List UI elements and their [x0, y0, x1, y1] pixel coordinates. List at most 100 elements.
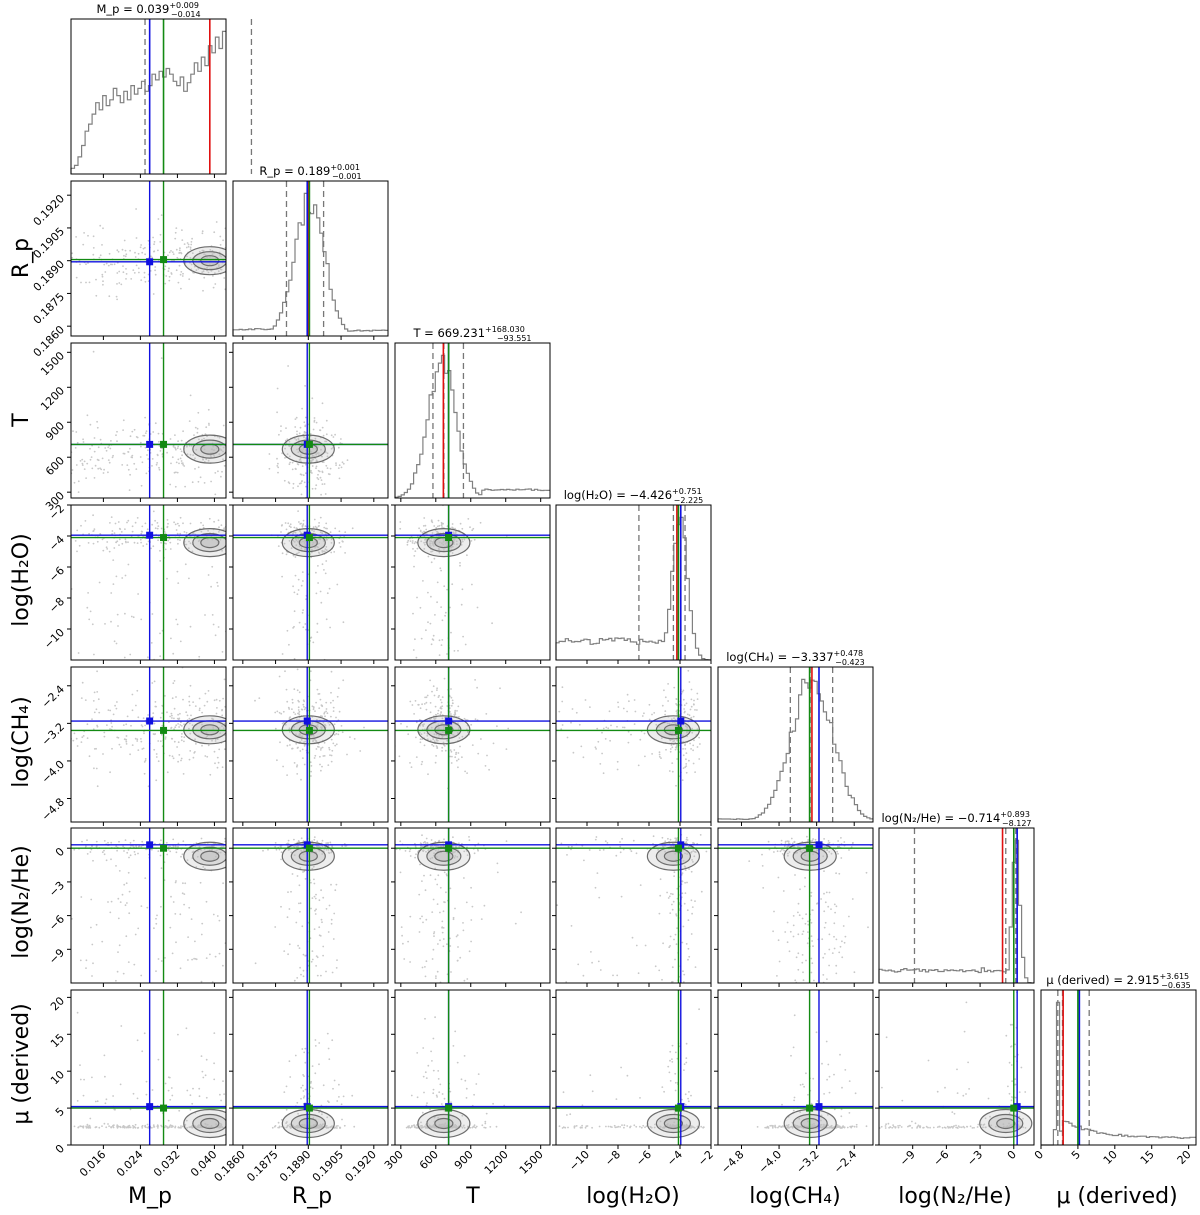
scatter-point — [609, 739, 611, 742]
scatter-point — [471, 583, 473, 586]
scatter-point — [686, 731, 688, 734]
scatter-point — [458, 737, 461, 739]
scatter-point — [317, 478, 320, 481]
scatter-point — [420, 540, 423, 543]
scatter-point — [332, 699, 334, 702]
scatter-point — [795, 956, 798, 959]
scatter-point — [137, 593, 140, 595]
scatter-point — [166, 771, 169, 774]
scatter-point — [117, 1125, 120, 1128]
scatter-point — [430, 726, 433, 729]
scatter-point — [406, 541, 409, 544]
scatter-point — [440, 524, 443, 526]
scatter-point — [201, 1070, 204, 1073]
scatter-point — [274, 727, 277, 730]
scatter-point — [321, 501, 323, 503]
scatter-point — [344, 552, 346, 554]
scatter-point — [106, 724, 108, 726]
scatter-point — [214, 272, 216, 274]
scatter-point — [321, 1113, 323, 1116]
scatter-point — [561, 686, 564, 689]
scatter-point — [102, 549, 105, 552]
scatter-point — [188, 758, 191, 761]
scatter-point — [140, 484, 143, 487]
scatter-point — [218, 526, 220, 529]
scatter-point — [327, 1047, 330, 1050]
scatter-point — [399, 521, 402, 523]
scatter-point — [109, 522, 111, 524]
scatter-point — [180, 739, 183, 742]
scatter-point — [299, 910, 301, 913]
scatter-point — [321, 746, 324, 749]
scatter-point — [658, 726, 660, 728]
scatter-point — [158, 440, 160, 443]
scatter-point — [673, 938, 675, 941]
scatter-point — [96, 458, 99, 461]
scatter-point — [296, 433, 298, 436]
scatter-point — [688, 955, 691, 958]
scatter-point — [312, 428, 315, 431]
scatter-point — [109, 263, 112, 266]
scatter-point — [820, 898, 822, 900]
scatter-point — [340, 466, 343, 469]
scatter-point — [131, 522, 133, 524]
scatter-point — [318, 542, 320, 545]
scatter-point — [467, 731, 469, 734]
scatter-point — [288, 525, 291, 528]
scatter-point — [299, 902, 302, 905]
scatter-point — [169, 483, 172, 486]
scatter-point — [683, 902, 686, 905]
scatter-point — [454, 855, 457, 857]
scatter-point — [299, 530, 301, 533]
scatter-point — [102, 472, 105, 474]
scatter-point — [321, 1123, 324, 1126]
scatter-point — [319, 429, 321, 432]
scatter-point — [80, 741, 83, 743]
scatter-point — [319, 1123, 322, 1126]
scatter-point — [199, 881, 202, 884]
scatter-point — [212, 286, 215, 289]
scatter-point — [430, 643, 433, 646]
scatter-point — [126, 902, 128, 904]
y-tick-label-T: 1200 — [38, 384, 67, 413]
scatter-point — [179, 532, 182, 535]
scatter-point — [470, 940, 472, 943]
y-tick-label-Rp: 0.1890 — [31, 258, 67, 294]
scatter-point — [330, 691, 332, 694]
scatter-point — [101, 1125, 103, 1127]
scatter-point — [401, 934, 403, 937]
scatter-point — [312, 641, 315, 644]
scatter-point — [86, 723, 89, 726]
scatter-group-Mp-N2He — [71, 828, 226, 983]
scatter-point — [321, 483, 324, 485]
scatter-point — [325, 618, 328, 621]
scatter-point — [190, 1126, 193, 1129]
scatter-point — [147, 458, 150, 460]
scatter-point — [322, 461, 325, 463]
scatter-point — [83, 232, 85, 234]
scatter-point — [126, 851, 129, 854]
scatter-point — [437, 519, 440, 522]
scatter-point — [101, 940, 104, 943]
scatter-point — [772, 930, 774, 933]
scatter-point — [441, 717, 444, 720]
scatter-point — [108, 252, 111, 255]
panel-frame — [394, 666, 551, 823]
scatter-point — [144, 253, 147, 256]
scatter-point — [112, 559, 115, 561]
scatter-point — [129, 653, 132, 656]
scatter-point — [310, 471, 312, 474]
scatter-point — [314, 487, 317, 490]
scatter-point — [147, 714, 150, 716]
scatter-point — [146, 1123, 149, 1126]
scatter-point — [175, 851, 178, 854]
scatter-point — [215, 850, 218, 852]
density-contour-2 — [663, 850, 683, 862]
scatter-point — [167, 539, 170, 542]
scatter-point — [329, 626, 331, 629]
scatter-point — [285, 1126, 288, 1129]
scatter-point — [138, 271, 140, 274]
scatter-point — [297, 1124, 299, 1127]
scatter-point — [103, 1122, 106, 1125]
scatter-point — [433, 545, 435, 547]
